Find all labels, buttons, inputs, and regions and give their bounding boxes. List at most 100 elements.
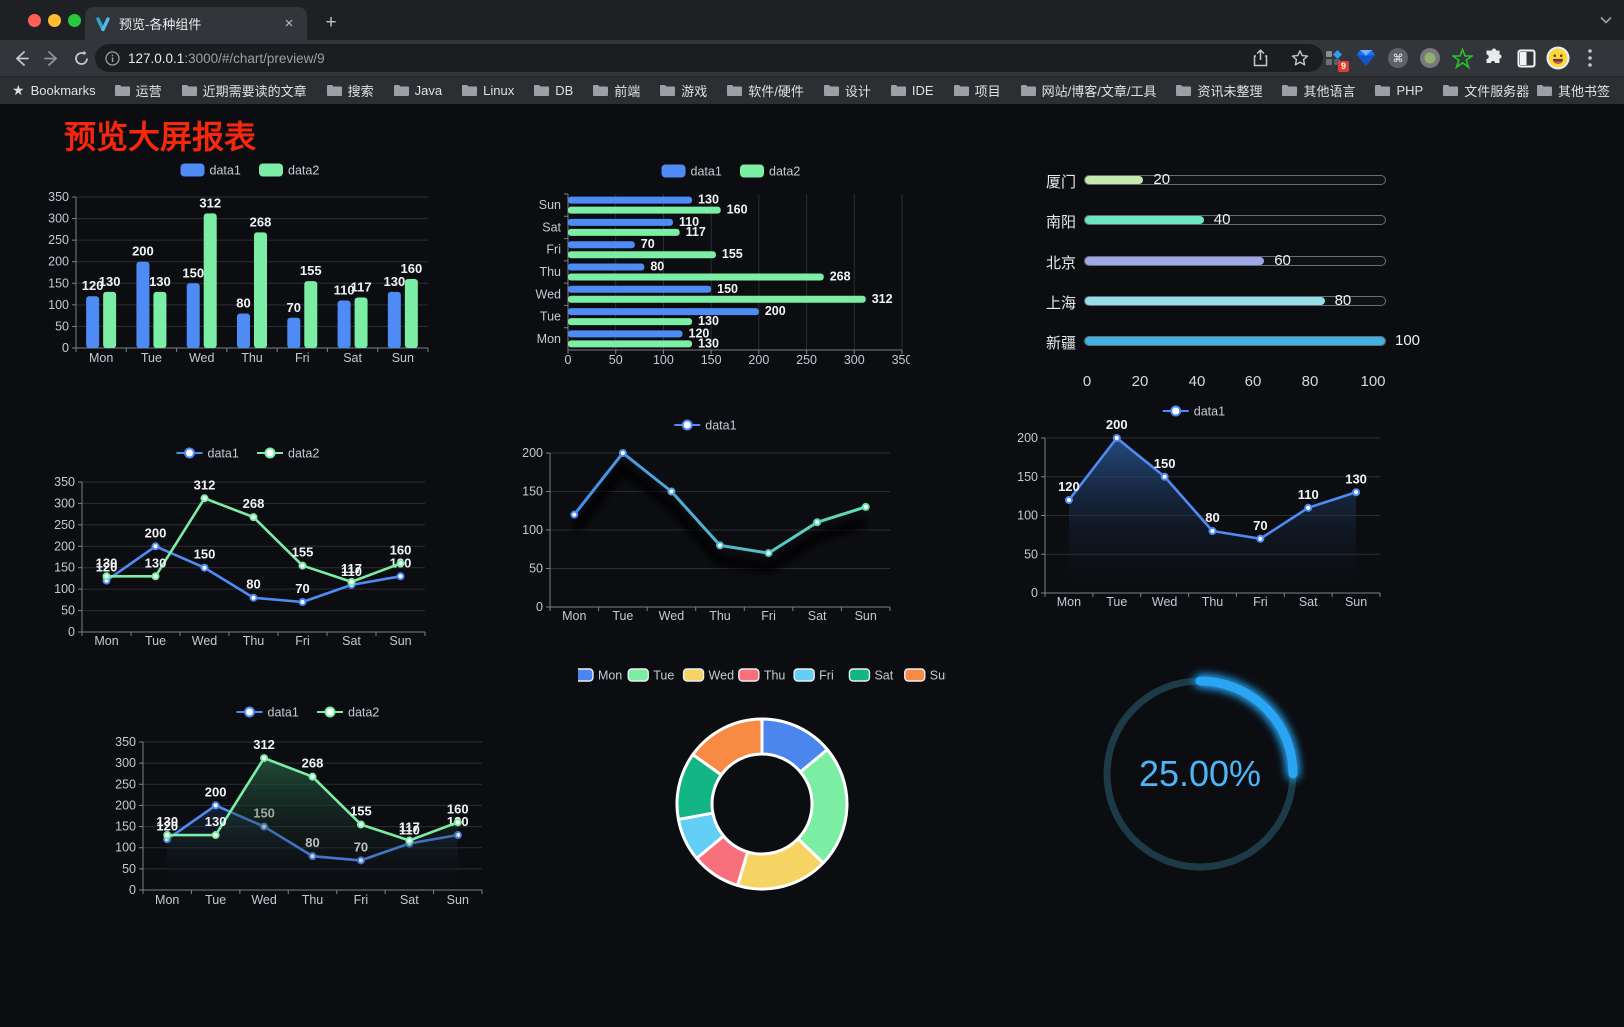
legend-item[interactable]: data1 bbox=[661, 164, 722, 179]
bookmark-item[interactable]: 软件/硬件 bbox=[726, 81, 804, 100]
svg-text:150: 150 bbox=[1017, 470, 1038, 484]
menu-dots-icon[interactable] bbox=[1578, 46, 1602, 70]
bookmark-item[interactable]: DB bbox=[533, 81, 573, 100]
reload-button[interactable] bbox=[70, 47, 92, 69]
url-host: 127.0.0.1 bbox=[128, 50, 185, 66]
folder-icon bbox=[1020, 85, 1036, 96]
chart-canvas: data1 data2 0 50 100 150 200 250 300 350 Mon Tue Wed… bbox=[54, 447, 426, 648]
tab-search-chevron-icon[interactable] bbox=[1600, 12, 1612, 27]
legend-item[interactable]: Fri bbox=[793, 668, 834, 683]
bookmark-item[interactable]: 资讯未整理 bbox=[1175, 81, 1262, 100]
legend-item[interactable]: data1 bbox=[176, 447, 239, 461]
darkmode-extension-icon[interactable] bbox=[1514, 46, 1538, 70]
bookmark-item[interactable]: 运营 bbox=[114, 81, 162, 100]
bookmark-star-icon[interactable] bbox=[1291, 49, 1309, 67]
forward-button[interactable] bbox=[40, 47, 62, 69]
screenshot-extension-icon[interactable]: 9 bbox=[1322, 46, 1349, 72]
svg-text:200: 200 bbox=[765, 304, 786, 318]
minimize-window-button[interactable] bbox=[48, 14, 61, 27]
gem-extension-icon[interactable] bbox=[1354, 46, 1378, 70]
close-window-button[interactable] bbox=[28, 14, 41, 27]
legend-item[interactable]: data1 bbox=[180, 163, 241, 178]
tab-title: 预览-各种组件 bbox=[119, 17, 202, 32]
bookmark-item[interactable]: 项目 bbox=[953, 81, 1001, 100]
bookmarks-label[interactable]: Bookmarks bbox=[30, 83, 96, 98]
bookmarks-star-icon[interactable]: ★ bbox=[12, 82, 25, 98]
bookmark-item[interactable]: PHP bbox=[1374, 81, 1423, 100]
bookmark-item[interactable]: 其他语言 bbox=[1281, 81, 1355, 100]
legend-item[interactable]: Thu bbox=[738, 668, 786, 683]
svg-text:120: 120 bbox=[689, 326, 710, 340]
bookmarks-overflow-chevron[interactable]: » bbox=[1503, 82, 1511, 99]
legend-item[interactable]: Wed bbox=[682, 668, 735, 683]
bookmark-item[interactable]: 文件服务器 bbox=[1442, 81, 1529, 100]
bookmark-item[interactable]: 设计 bbox=[823, 81, 871, 100]
legend-item[interactable]: data2 bbox=[740, 164, 800, 179]
progress-value: 20 bbox=[1153, 171, 1171, 188]
svg-text:350: 350 bbox=[892, 353, 910, 367]
star-extension-icon[interactable] bbox=[1450, 46, 1474, 70]
svg-text:data2: data2 bbox=[348, 706, 379, 720]
chart-canvas: data1 0 50 100 150 200 Mon Tue Wed Thu Fri Sat Sun bbox=[522, 419, 891, 623]
svg-text:268: 268 bbox=[830, 270, 851, 284]
maximize-window-button[interactable] bbox=[68, 14, 81, 27]
new-tab-button[interactable]: + bbox=[325, 12, 337, 33]
recorder-extension-icon[interactable] bbox=[1418, 46, 1442, 70]
svg-text:70: 70 bbox=[1253, 518, 1267, 533]
back-button[interactable] bbox=[10, 47, 32, 69]
legend-item[interactable]: data1 bbox=[674, 419, 737, 433]
axis-tick-label: 20 bbox=[1131, 373, 1149, 390]
folder-icon bbox=[953, 85, 969, 96]
other-bookmarks-folder[interactable]: 其他书签 bbox=[1536, 81, 1610, 100]
extension-badge: 9 bbox=[1337, 61, 1349, 72]
chart-canvas: data1 0 50 100 150 200 Mon Tue Wed Thu Fri Sat Sun 12… bbox=[1017, 405, 1381, 609]
puzzle-extensions-icon[interactable] bbox=[1482, 46, 1506, 70]
legend-item[interactable]: data2 bbox=[257, 447, 319, 461]
site-info-icon[interactable] bbox=[105, 50, 120, 66]
share-icon[interactable] bbox=[1252, 49, 1269, 67]
emoji-avatar[interactable] bbox=[1546, 46, 1570, 70]
legend-item[interactable]: Sat bbox=[848, 668, 894, 683]
tab-close-icon[interactable]: × bbox=[284, 15, 294, 32]
svg-text:268: 268 bbox=[302, 756, 324, 771]
svg-text:350: 350 bbox=[48, 190, 69, 204]
svg-text:200: 200 bbox=[145, 525, 167, 540]
bookmark-item[interactable]: IDE bbox=[890, 81, 934, 100]
svg-text:Tue: Tue bbox=[205, 893, 226, 907]
bookmark-item[interactable]: 游戏 bbox=[659, 81, 707, 100]
svg-text:268: 268 bbox=[243, 496, 265, 511]
svg-text:312: 312 bbox=[253, 737, 275, 752]
legend-item[interactable]: Mon bbox=[572, 668, 622, 683]
legend-item[interactable]: data1 bbox=[236, 706, 299, 720]
svg-text:Wed: Wed bbox=[192, 634, 218, 648]
legend-item[interactable]: data1 bbox=[1162, 405, 1225, 419]
command-extension-icon[interactable]: ⌘ bbox=[1386, 46, 1410, 70]
svg-text:Tue: Tue bbox=[540, 310, 561, 324]
svg-text:350: 350 bbox=[54, 475, 75, 489]
bookmark-item[interactable]: 前端 bbox=[592, 81, 640, 100]
svg-text:50: 50 bbox=[55, 319, 69, 333]
bookmark-item[interactable]: 搜索 bbox=[326, 81, 374, 100]
legend-item[interactable]: data2 bbox=[317, 706, 379, 720]
bookmark-item[interactable]: 网站/博客/文章/工具 bbox=[1020, 81, 1156, 100]
bar bbox=[136, 261, 150, 348]
bookmark-items: 运营 近期需要读的文章 搜索 Java Linux DB 前端 游戏 软件/硬件 设计 IDE 项目网… bbox=[114, 81, 1612, 100]
extensions-area: 9 ⌘ bbox=[1322, 44, 1602, 72]
folder-icon bbox=[1536, 85, 1552, 96]
svg-text:110: 110 bbox=[1298, 487, 1319, 502]
progress-track bbox=[1084, 336, 1386, 346]
bookmark-item[interactable]: 近期需要读的文章 bbox=[181, 81, 307, 100]
legend-item[interactable]: Sun bbox=[904, 668, 952, 683]
svg-text:Tue: Tue bbox=[612, 609, 633, 623]
progress-label: 新疆 bbox=[1045, 335, 1076, 352]
svg-text:200: 200 bbox=[54, 539, 75, 553]
legend-item[interactable]: Tue bbox=[627, 668, 674, 683]
svg-text:130: 130 bbox=[205, 814, 227, 829]
bookmark-item[interactable]: Java bbox=[393, 81, 442, 100]
bookmark-item[interactable]: Linux bbox=[461, 81, 514, 100]
svg-text:120: 120 bbox=[156, 818, 178, 833]
svg-text:Sat: Sat bbox=[400, 893, 419, 907]
browser-tab[interactable]: 预览-各种组件 × bbox=[85, 7, 307, 40]
url-bar[interactable]: 127.0.0.1:3000/#/chart/preview/9 bbox=[95, 44, 1323, 72]
legend-item[interactable]: data2 bbox=[259, 163, 319, 178]
